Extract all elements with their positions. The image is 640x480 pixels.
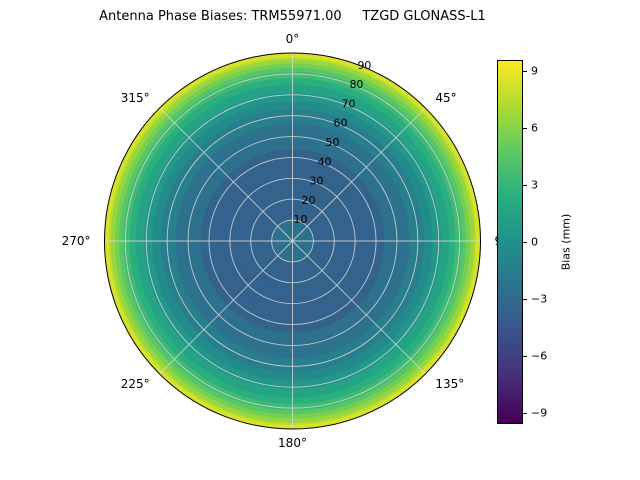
colorbar-tick-label: 3 bbox=[531, 178, 538, 192]
plot-boundary bbox=[104, 52, 481, 430]
colorbar-tick-label: 6 bbox=[531, 121, 538, 135]
colorbar-tick bbox=[523, 71, 527, 73]
polar-grid-spoke bbox=[292, 240, 426, 375]
polar-grid-spoke bbox=[292, 107, 426, 242]
angular-tick-label: 0° bbox=[286, 32, 300, 46]
colorbar-tick bbox=[523, 298, 527, 300]
radial-tick-label: 90 bbox=[357, 59, 371, 72]
angular-tick-label: 225° bbox=[121, 377, 150, 391]
colorbar-tick-label: 0 bbox=[531, 235, 538, 249]
radial-tick-label: 10 bbox=[293, 213, 307, 226]
colorbar-axis-label: Bias (mm) bbox=[559, 213, 573, 271]
angular-tick-label: 135° bbox=[435, 377, 464, 391]
chart-title: Antenna Phase Biases: TRM55971.00 TZGD G… bbox=[99, 9, 486, 24]
polar-grid-spoke bbox=[159, 240, 293, 375]
colorbar-tick-label: 9 bbox=[531, 64, 538, 78]
radial-tick-label: 40 bbox=[317, 155, 331, 168]
colorbar-tick bbox=[523, 355, 527, 357]
radial-tick-label: 60 bbox=[333, 117, 347, 130]
radial-tick-label: 20 bbox=[301, 194, 315, 207]
colorbar-tick bbox=[523, 242, 527, 243]
colorbar-tick-label: −9 bbox=[531, 406, 548, 420]
colorbar-tick bbox=[523, 185, 527, 187]
radial-tick-label: 80 bbox=[349, 78, 363, 91]
colorbar-tick-label: −3 bbox=[531, 292, 548, 306]
angular-tick-label: 315° bbox=[121, 91, 150, 105]
polar-grid-spoke bbox=[159, 107, 293, 242]
angular-tick-label: 180° bbox=[278, 436, 307, 450]
radial-tick-label: 70 bbox=[341, 97, 355, 110]
radial-tick-label: 50 bbox=[325, 136, 339, 149]
angular-tick-label: 45° bbox=[435, 91, 456, 105]
angular-tick-label: 270° bbox=[62, 234, 91, 248]
radial-tick-label: 30 bbox=[309, 175, 323, 188]
colorbar-tick bbox=[523, 412, 527, 414]
colorbar-tick-label: −6 bbox=[531, 349, 548, 363]
colorbar-tick bbox=[523, 128, 527, 130]
colorbar bbox=[497, 60, 523, 424]
